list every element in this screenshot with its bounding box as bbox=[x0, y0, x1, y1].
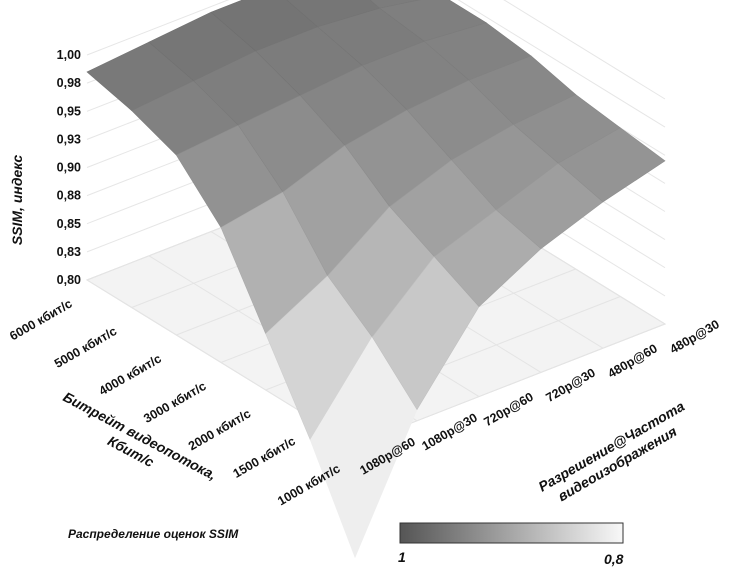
surface-cell bbox=[369, 0, 421, 9]
z-axis-ticks: 0,80 0,83 0,85 0,88 0,90 0,93 0,95 0,98 1,00 bbox=[57, 48, 81, 287]
z-tick-label: 0,80 bbox=[57, 273, 81, 287]
z-tick-label: 0,93 bbox=[57, 132, 81, 146]
legend-color-bar bbox=[399, 522, 624, 544]
x-axis-title-line-1: Разрешение@Частота bbox=[536, 398, 688, 495]
z-tick-label: 1,00 bbox=[57, 48, 81, 62]
z-axis-title: SSIM, индекс bbox=[9, 155, 25, 246]
x-tick-label: 480p@30 bbox=[668, 317, 722, 356]
z-tick-label: 0,83 bbox=[57, 245, 81, 259]
z-tick-label: 0,85 bbox=[57, 217, 81, 231]
legend-title: Распределение оценок SSIM bbox=[68, 527, 239, 541]
y-tick-label: 3000 кбит/с bbox=[141, 379, 208, 426]
y-tick-label: 5000 кбит/с bbox=[52, 324, 119, 371]
y-tick-label: 4000 кбит/с bbox=[97, 351, 164, 398]
x-axis-title: Разрешение@Частота видеоизображения bbox=[536, 398, 688, 504]
surface-cell bbox=[557, 127, 666, 203]
x-tick-label: 480p@60 bbox=[606, 341, 660, 380]
y-tick-label: 1500 кбит/с bbox=[231, 434, 298, 481]
x-tick-label: 720p@30 bbox=[544, 366, 598, 405]
x-tick-label: 720p@60 bbox=[482, 390, 536, 429]
x-tick-label: 1080p@30 bbox=[420, 410, 480, 453]
y-tick-label: 2000 кбит/с bbox=[186, 406, 253, 453]
z-tick-label: 0,95 bbox=[57, 104, 81, 118]
y-tick-label: 6000 кбит/с bbox=[7, 296, 74, 343]
color-legend: Распределение оценок SSIM 1 0,8 bbox=[68, 522, 624, 567]
z-tick-label: 0,90 bbox=[57, 161, 81, 175]
legend-min-label: 1 bbox=[398, 549, 406, 565]
legend-max-label: 0,8 bbox=[604, 551, 624, 567]
surface-plot bbox=[86, 0, 666, 559]
z-gridline bbox=[86, 0, 666, 100]
z-tick-label: 0,98 bbox=[57, 76, 81, 90]
z-tick-label: 0,88 bbox=[57, 189, 81, 203]
